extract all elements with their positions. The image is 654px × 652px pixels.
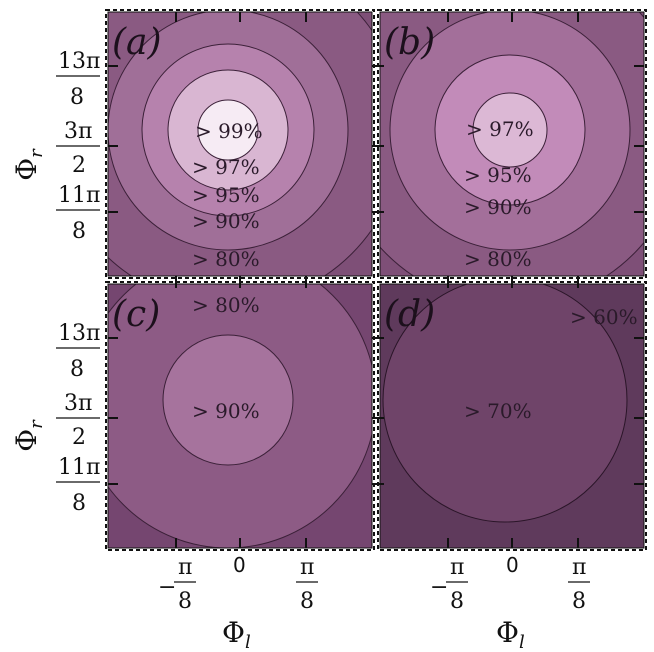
panel-d-tag: (d): [384, 294, 435, 335]
x-tick-labels-right: − π 8 0 π 8: [430, 553, 590, 614]
y-tick-13pi-8-den: 8: [70, 85, 84, 110]
y-tick-11pi-8-den: 8: [72, 219, 86, 244]
panel-a-label-97: > 97%: [192, 155, 260, 179]
panel-c-tag: (c): [112, 294, 160, 335]
x-tick-minus-pi-8-num-b: π: [450, 555, 464, 580]
panel-b-tag: (b): [384, 22, 435, 63]
panel-b-label-97: > 97%: [466, 117, 534, 141]
panel-a: [108, 12, 372, 276]
tick-marks: [108, 12, 644, 548]
y-tick-3pi-2-den: 2: [72, 153, 86, 178]
x-tick-zero-b: 0: [506, 553, 519, 577]
y-tick-11pi-8-num: 11π: [58, 183, 100, 208]
y-tick-labels-top: 13π 8 3π 2 11π 8: [56, 49, 100, 244]
panel-d-label-60: > 60%: [570, 305, 638, 329]
panel-b-label-95: > 95%: [464, 163, 532, 187]
x-tick-zero: 0: [233, 553, 246, 577]
y-tick-3pi-2-den-b: 2: [72, 425, 86, 450]
y-tick-11pi-8-den-b: 8: [72, 491, 86, 516]
panel-d-contour-70: [382, 284, 628, 523]
panel-b-label-80: > 80%: [464, 247, 532, 271]
svg-text:Φr: Φr: [10, 419, 47, 452]
y-tick-3pi-2-num: 3π: [64, 119, 92, 144]
y-tick-13pi-8-num: 13π: [58, 49, 100, 74]
x-axis-title-right: Φl: [496, 616, 525, 652]
y-tick-11pi-8-num-b: 11π: [58, 455, 100, 480]
panel-c-label-90: > 90%: [192, 399, 260, 423]
x-tick-pi-8-den-b: 8: [572, 589, 586, 614]
x-tick-minus-sign-b: −: [430, 575, 448, 600]
x-tick-pi-8-den: 8: [300, 589, 314, 614]
panel-b-contour-97: [472, 92, 548, 168]
panel-b: [380, 12, 644, 276]
x-tick-pi-8-num: π: [300, 555, 314, 580]
panel-a-tag: (a): [112, 22, 162, 63]
svg-text:Φr: Φr: [10, 148, 47, 181]
x-tick-minus-pi-8-num: π: [178, 555, 192, 580]
y-axis-title-top: Φr: [10, 148, 47, 181]
panel-a-label-95: > 95%: [192, 183, 260, 207]
x-tick-minus-sign: −: [158, 575, 176, 600]
panel-a-contour-99: [197, 99, 259, 161]
x-tick-minus-pi-8-den: 8: [178, 589, 192, 614]
y-tick-13pi-8-den-b: 8: [70, 357, 84, 382]
panel-a-label-90: > 90%: [192, 209, 260, 233]
panel-b-label-90: > 90%: [464, 195, 532, 219]
panel-c-contour-90: [162, 334, 294, 466]
x-tick-minus-pi-8-den-b: 8: [450, 589, 464, 614]
panel-d: [380, 284, 644, 548]
y-axis-title-bottom: Φr: [10, 419, 47, 452]
panel-c-label-80: > 80%: [192, 293, 260, 317]
y-tick-3pi-2-num-b: 3π: [64, 391, 92, 416]
y-tick-labels-bottom: 13π 8 3π 2 11π 8: [56, 321, 100, 516]
x-tick-labels-left: − π 8 0 π 8: [158, 553, 318, 614]
x-tick-pi-8-num-b: π: [572, 555, 586, 580]
x-axis-title-left: Φl: [222, 616, 251, 652]
panel-d-label-70: > 70%: [464, 399, 532, 423]
panel-c: [108, 284, 372, 548]
panel-a-label-80: > 80%: [192, 247, 260, 271]
panel-a-label-99: > 99%: [195, 119, 263, 143]
y-tick-13pi-8-num-b: 13π: [58, 321, 100, 346]
